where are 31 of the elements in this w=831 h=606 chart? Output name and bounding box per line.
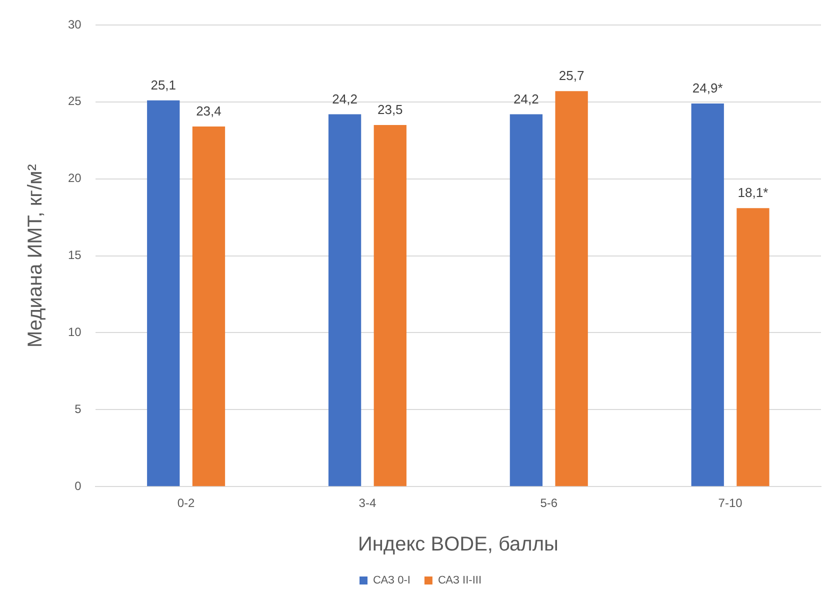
legend-label: САЗ II-III	[438, 574, 482, 587]
data-label: 24,2	[332, 91, 358, 106]
bar	[510, 114, 543, 486]
y-tick-label: 25	[68, 94, 82, 108]
y-tick-label: 5	[74, 402, 82, 416]
y-tick-label: 10	[68, 325, 82, 340]
bar	[736, 208, 770, 486]
y-tick-label: 20	[68, 171, 82, 186]
y-axis-title: Медиана ИМТ, кг/м²	[24, 164, 47, 348]
bar	[555, 91, 588, 486]
data-label: 25,1	[150, 77, 176, 92]
x-tick-label: 7-10	[718, 496, 743, 510]
y-tick-label: 15	[68, 248, 82, 262]
bar	[328, 114, 362, 486]
x-tick-label: 3-4	[358, 496, 376, 510]
bar	[374, 125, 406, 486]
data-label: 24,2	[514, 91, 539, 106]
y-tick-label: 0	[74, 478, 82, 493]
data-label: 25,7	[558, 68, 584, 84]
y-tick-label: 30	[68, 17, 82, 32]
data-label: 23,5	[377, 102, 403, 118]
data-label: 24,9*	[692, 80, 723, 96]
bar	[691, 103, 724, 486]
data-label: 23,4	[196, 104, 222, 119]
x-tick-label: 5-6	[540, 496, 558, 510]
legend-label: САЗ 0-I	[372, 574, 410, 587]
data-label: 18,1*	[738, 185, 768, 200]
x-tick-label: 0-2	[177, 496, 196, 510]
bar	[147, 100, 180, 486]
x-axis-title: Индекс BODE, баллы	[358, 534, 558, 556]
bar	[192, 126, 226, 486]
